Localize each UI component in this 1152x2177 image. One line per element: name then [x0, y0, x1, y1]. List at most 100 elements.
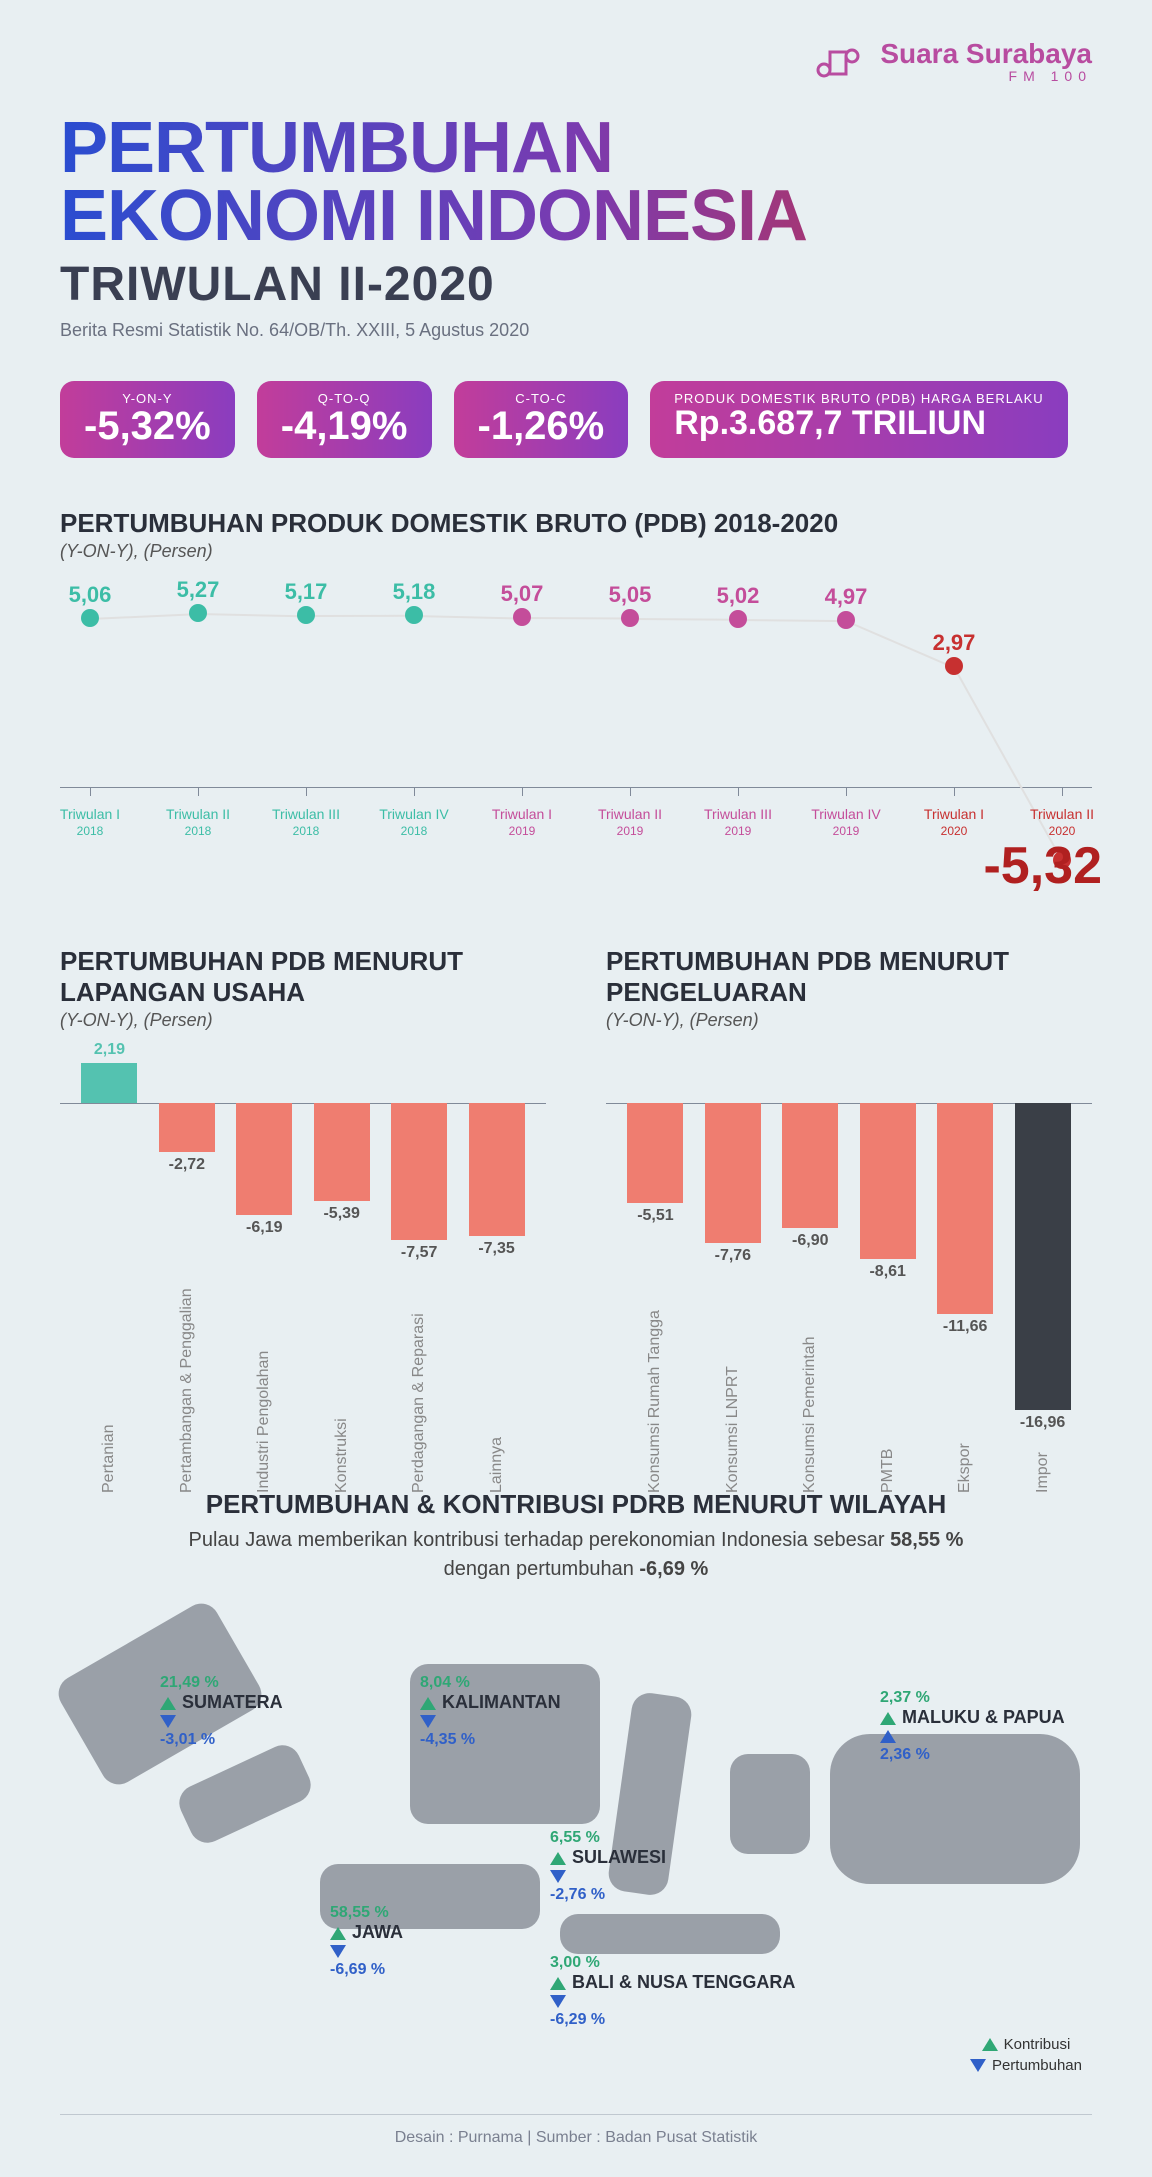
line-x-label: Triwulan IV2019	[796, 806, 896, 838]
line-x-label: Triwulan III2019	[688, 806, 788, 838]
line-x-label: Triwulan II2020	[1012, 806, 1112, 838]
bar-value: -11,66	[943, 1318, 987, 1336]
bar-label: Impor	[1034, 1343, 1052, 1493]
bar-value: -2,72	[169, 1156, 205, 1174]
line-chart-section: PERTUMBUHAN PRODUK DOMESTIK BRUTO (PDB) …	[60, 508, 1092, 886]
bar	[391, 1103, 447, 1240]
logo-mark-icon	[808, 42, 868, 82]
line-sub: (Y-ON-Y), (Persen)	[60, 541, 1092, 562]
line-x-label: Triwulan III2018	[256, 806, 356, 838]
map-desc: Pulau Jawa memberikan kontribusi terhada…	[176, 1526, 976, 1584]
title-sub: TRIWULAN II-2020	[60, 257, 1092, 312]
logo-sub: FM 100	[880, 68, 1092, 84]
line-value: 5,18	[393, 579, 436, 605]
bar-label: Konstruksi	[333, 1343, 351, 1493]
stat-pill: Q-TO-Q-4,19%	[257, 381, 432, 458]
map-section: PERTUMBUHAN & KONTRIBUSI PDRB MENURUT WI…	[60, 1489, 1092, 2084]
bar	[159, 1103, 215, 1152]
map-legend: Kontribusi Pertumbuhan	[970, 2032, 1082, 2074]
bar-left-sub: (Y-ON-Y), (Persen)	[60, 1010, 546, 1031]
region-tag: 3,00 %BALI & NUSA TENGGARA-6,29 %	[550, 1954, 795, 2029]
line-x-label: Triwulan I2019	[472, 806, 572, 838]
line-title: PERTUMBUHAN PRODUK DOMESTIK BRUTO (PDB) …	[60, 508, 1092, 539]
bar	[860, 1103, 916, 1259]
line-chart: 5,06Triwulan I20185,27Triwulan II20185,1…	[60, 586, 1092, 886]
bar-value: -5,51	[637, 1207, 673, 1225]
bar-label: Konsumsi LNPRT	[724, 1343, 742, 1493]
bar-left-chart: 2,19Pertanian-2,72Pertambangan & Penggal…	[60, 1049, 546, 1429]
bar-label: Konsumsi Rumah Tangga	[646, 1343, 664, 1493]
line-value: 5,27	[177, 577, 220, 603]
line-value: 5,02	[717, 583, 760, 609]
stat-row: Y-ON-Y-5,32% Q-TO-Q-4,19% C-TO-C-1,26% PROD…	[60, 381, 1092, 458]
bar-value: -5,39	[323, 1205, 359, 1223]
stat-value: -1,26%	[478, 406, 605, 446]
bar-value: -6,90	[792, 1232, 828, 1250]
bar-value: -7,76	[715, 1247, 751, 1265]
bar	[782, 1103, 838, 1228]
region-tag: 6,55 %SULAWESI-2,76 %	[550, 1829, 666, 1904]
bar-value: -7,57	[401, 1244, 437, 1262]
region-tag: 58,55 %JAWA-6,69 %	[330, 1904, 403, 1979]
line-point	[621, 609, 639, 627]
line-value: 2,97	[933, 630, 976, 656]
bar-right-chart: -5,51Konsumsi Rumah Tangga-7,76Konsumsi …	[606, 1049, 1092, 1429]
bar-label: Konsumsi Pemerintah	[801, 1343, 819, 1493]
bar	[236, 1103, 292, 1215]
stat-pill: PRODUK DOMESTIK BRUTO (PDB) HARGA BERLAK…	[650, 381, 1067, 458]
bar-label: PMTB	[879, 1343, 897, 1493]
line-point	[405, 606, 423, 624]
stat-value: -4,19%	[281, 406, 408, 446]
line-point	[945, 657, 963, 675]
bar-label: Ekspor	[956, 1343, 974, 1493]
region-tag: 21,49 %SUMATERA-3,01 %	[160, 1674, 283, 1749]
logo-name: Suara Surabaya	[880, 40, 1092, 68]
bar-value: -7,35	[478, 1240, 514, 1258]
line-point	[729, 610, 747, 628]
bar-right-title2: PENGELUARAN	[606, 977, 1092, 1008]
line-point	[837, 611, 855, 629]
title-line2: EKONOMI INDONESIA	[60, 182, 1092, 250]
bar-right-sub: (Y-ON-Y), (Persen)	[606, 1010, 1092, 1031]
bar-label: Lainnya	[488, 1343, 506, 1493]
bar	[937, 1103, 993, 1314]
bar	[81, 1063, 137, 1103]
line-value: 4,97	[825, 584, 868, 610]
bar	[627, 1103, 683, 1203]
bar-right-section: PERTUMBUHAN PDB MENURUT PENGELUARAN (Y-O…	[606, 946, 1092, 1429]
line-value: 5,05	[609, 582, 652, 608]
bar-left-title2: LAPANGAN USAHA	[60, 977, 546, 1008]
title-line1: PERTUMBUHAN	[60, 114, 1092, 182]
bar	[314, 1103, 370, 1201]
line-x-label: Triwulan IV2018	[364, 806, 464, 838]
bar-label: Industri Pengolahan	[255, 1343, 273, 1493]
bar-value: 2,19	[94, 1041, 125, 1059]
line-point	[297, 606, 315, 624]
line-x-label: Triwulan II2019	[580, 806, 680, 838]
title-block: PERTUMBUHAN EKONOMI INDONESIA TRIWULAN I…	[60, 114, 1092, 341]
stat-pill: Y-ON-Y-5,32%	[60, 381, 235, 458]
map-graphic: Kontribusi Pertumbuhan 21,49 %SUMATERA-3…	[60, 1604, 1092, 2084]
bar-value: -6,19	[246, 1219, 282, 1237]
bar-label: Perdagangan & Reparasi	[410, 1343, 428, 1493]
line-value: 5,17	[285, 579, 328, 605]
bar-right-title1: PERTUMBUHAN PDB MENURUT	[606, 946, 1092, 977]
title-note: Berita Resmi Statistik No. 64/OB/Th. XXI…	[60, 320, 1092, 341]
bar	[705, 1103, 761, 1243]
region-tag: 8,04 %KALIMANTAN-4,35 %	[420, 1674, 561, 1749]
bar-left-title1: PERTUMBUHAN PDB MENURUT	[60, 946, 546, 977]
line-point	[81, 609, 99, 627]
bar-label: Pertambangan & Penggalian	[178, 1343, 196, 1493]
stat-pill: C-TO-C-1,26%	[454, 381, 629, 458]
line-value: 5,07	[501, 581, 544, 607]
bar-left-section: PERTUMBUHAN PDB MENURUT LAPANGAN USAHA (…	[60, 946, 546, 1429]
brand-logo: Suara Surabaya FM 100	[60, 40, 1092, 84]
bar-label: Pertanian	[100, 1343, 118, 1493]
map-title: PERTUMBUHAN & KONTRIBUSI PDRB MENURUT WI…	[60, 1489, 1092, 1520]
line-x-label: Triwulan I2018	[40, 806, 140, 838]
line-value: 5,06	[69, 582, 112, 608]
line-end-value: -5,32	[983, 836, 1102, 896]
footer-credits: Desain : Purnama | Sumber : Badan Pusat …	[60, 2114, 1092, 2147]
bar	[469, 1103, 525, 1236]
stat-value: -5,32%	[84, 406, 211, 446]
